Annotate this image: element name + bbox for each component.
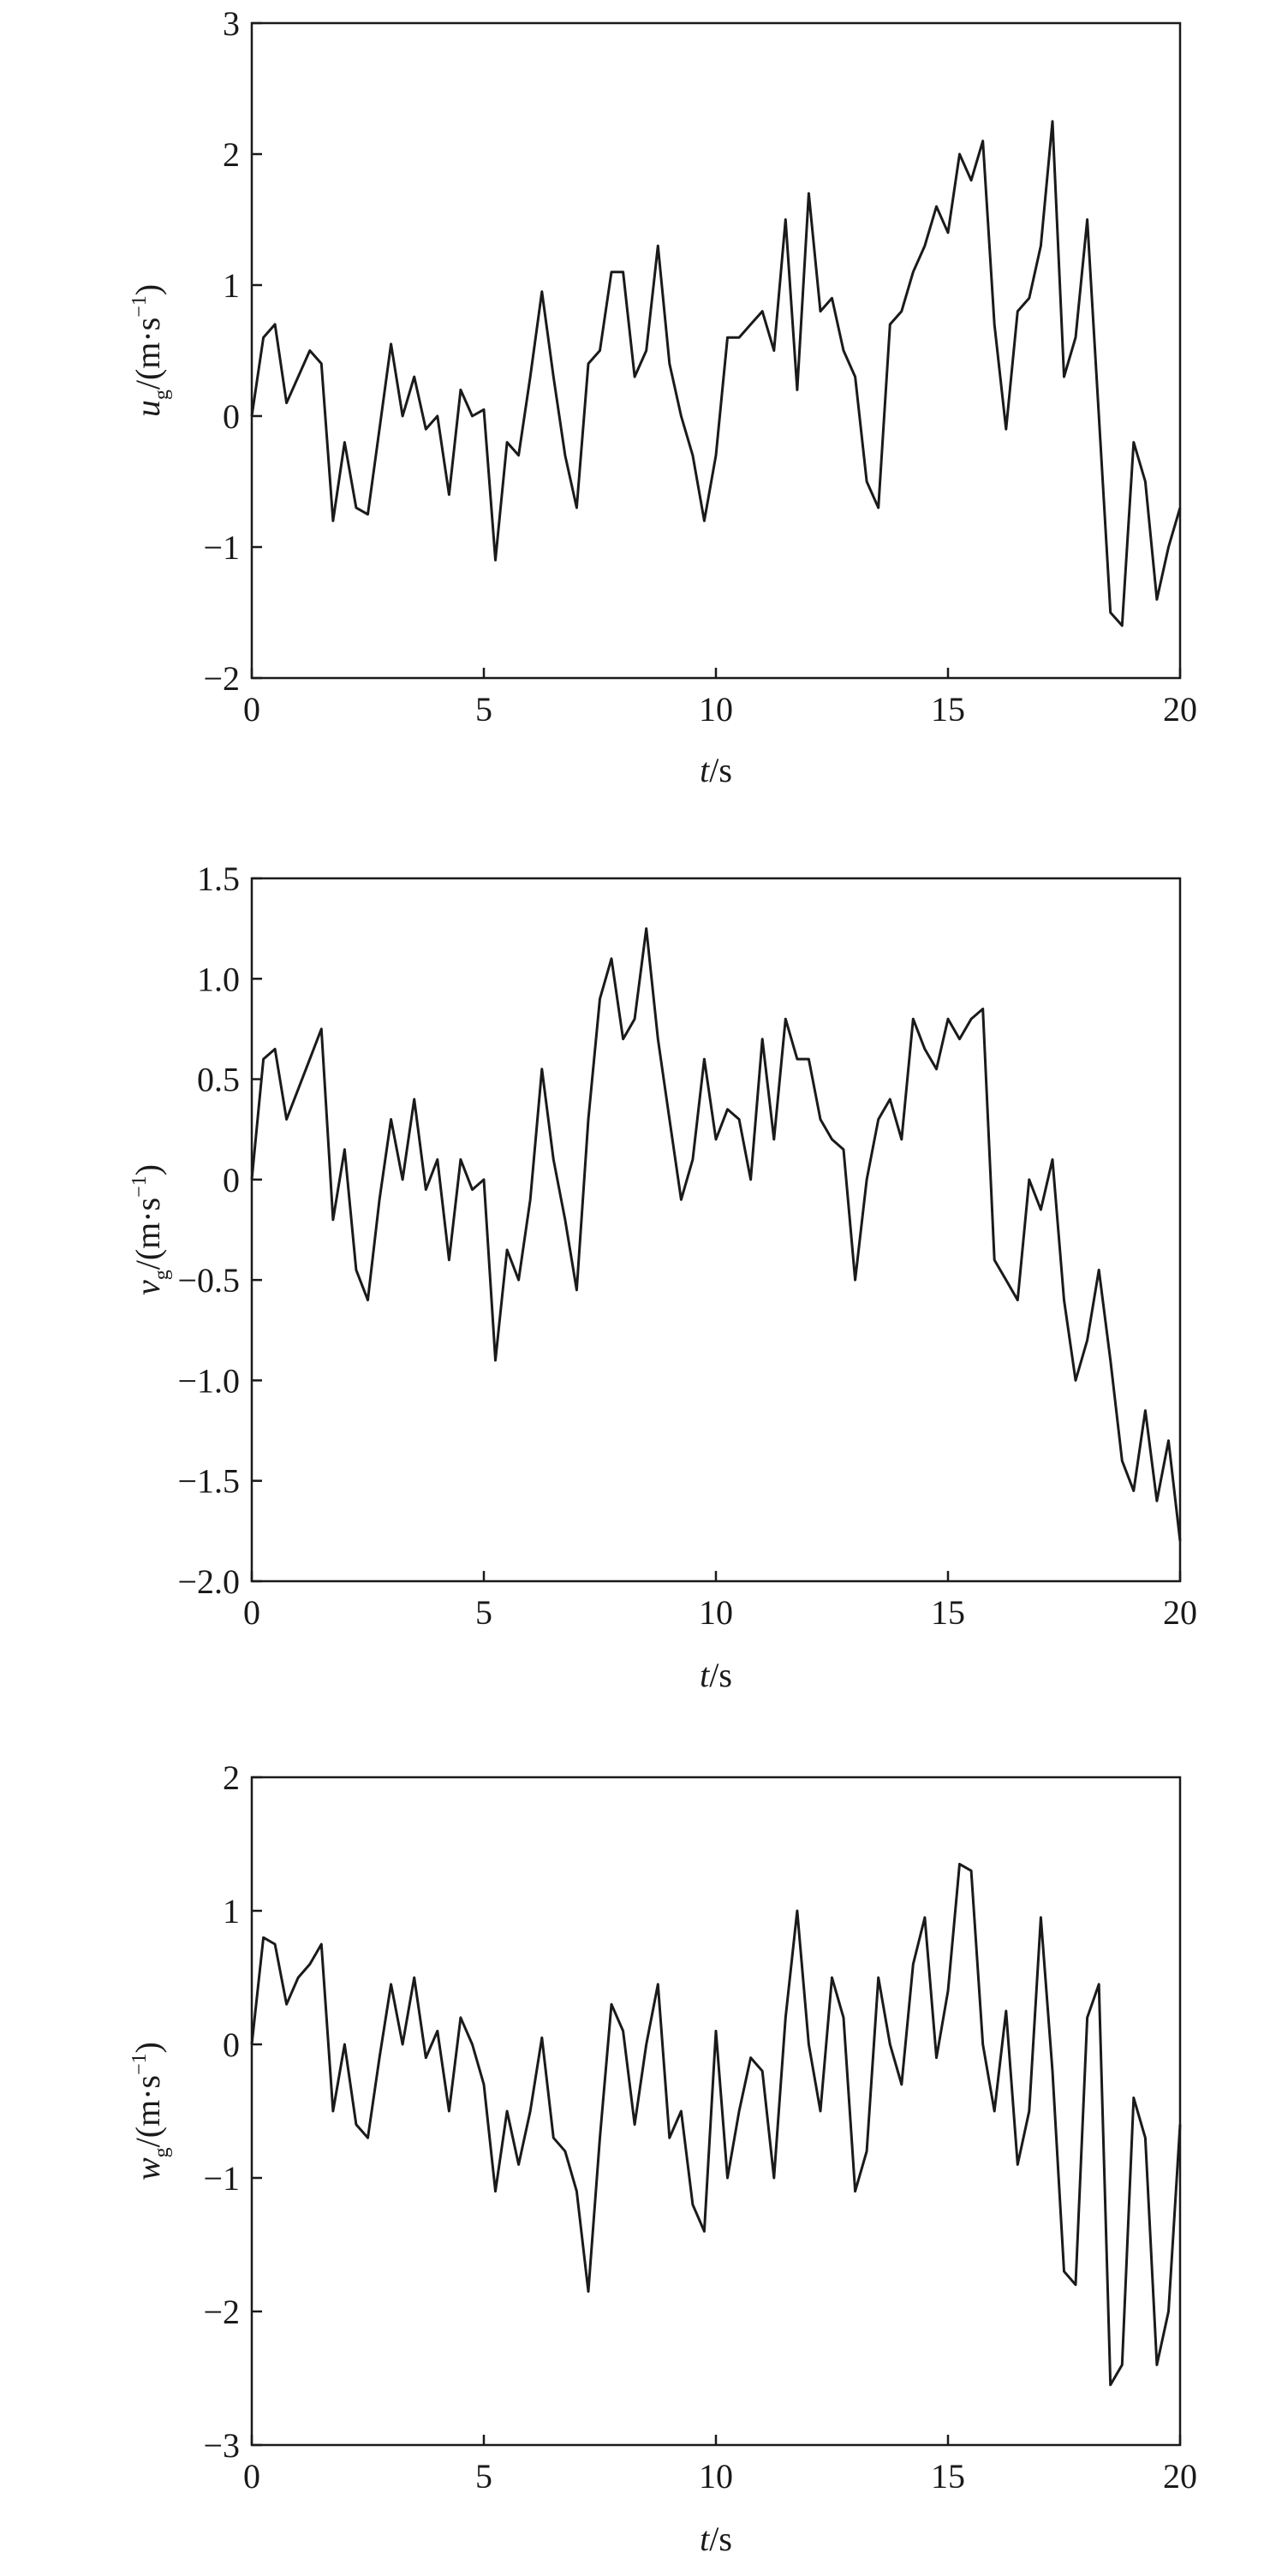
y-label-subscript: g [151,2147,173,2157]
y-tick-label: 1 [223,266,240,305]
y-tick-label: 1 [223,1892,240,1931]
y-label-exponent: −1 [128,295,151,318]
x-tick-label: 0 [243,690,260,729]
x-tick-label: 15 [931,690,965,729]
y-tick-label: 0 [223,2026,240,2064]
x-tick-label: 20 [1163,2457,1197,2496]
y-label-subscript: g [151,390,173,400]
x-tick-label: 20 [1163,690,1197,729]
data-line [250,120,1182,628]
y-tick-label: −3 [203,2426,240,2465]
y-tick-label: −1.5 [177,1462,240,1501]
y-tick-label: 1.5 [197,860,240,898]
y-label-symbol: u [128,400,167,417]
y-label-close: ) [128,2042,167,2053]
x-tick-label: 10 [699,690,733,729]
y-tick-label: 2 [223,135,240,174]
x-axis-label: t/s [700,1656,732,1694]
y-label-symbol: v [128,1280,167,1295]
x-tick-label: 5 [475,1593,492,1632]
x-tick-label: 0 [243,1593,260,1632]
plot-frame [250,877,1182,1583]
y-axis-label: ug/(m·s−1) [128,284,173,417]
y-label-close: ) [128,284,167,295]
y-tick-label: −0.5 [177,1261,240,1300]
x-label-unit: /s [709,1656,732,1694]
y-tick-label: −1 [203,2159,240,2198]
y-tick-label: 1.0 [197,960,240,998]
x-label-symbol: t [700,1656,710,1694]
y-tick-label: −2 [203,659,240,698]
x-tick-label: 15 [931,1593,965,1632]
x-label-unit: /s [709,751,732,789]
y-label-unit: /(m·s [128,2075,167,2147]
x-tick-label: 15 [931,2457,965,2496]
y-tick-label: 0 [223,397,240,436]
x-axis-label: t/s [700,2519,732,2558]
data-line [250,1862,1182,2387]
x-tick-label: 10 [699,2457,733,2496]
x-tick-label: 5 [475,690,492,729]
y-label-subscript: g [151,1270,173,1280]
x-label-symbol: t [700,2519,710,2558]
y-label-unit: /(m·s [128,318,167,390]
y-tick-label: −1 [203,528,240,567]
x-label-symbol: t [700,751,710,789]
y-label-exponent: −1 [128,2053,151,2075]
x-tick-label: 20 [1163,1593,1197,1632]
y-tick-label: 0 [223,1161,240,1199]
chart: −2.0−1.5−1.0−0.500.51.01.50 5 10 15 20t/svg/… [128,860,1197,1694]
y-tick-label: 2 [223,1758,240,1797]
y-tick-label: −2 [203,2293,240,2331]
y-label-symbol: w [128,2157,167,2180]
data-line [250,927,1182,1542]
x-axis-label: t/s [700,751,732,789]
y-tick-label: −1.0 [177,1361,240,1400]
y-tick-label: 0.5 [197,1061,240,1099]
y-label-unit: /(m·s [128,1198,167,1270]
y-label-exponent: −1 [128,1175,151,1198]
x-tick-label: 10 [699,1593,733,1632]
x-tick-label: 0 [243,2457,260,2496]
x-label-unit: /s [709,2519,732,2558]
x-tick-label: 5 [475,2457,492,2496]
y-axis-label: wg/(m·s−1) [128,2042,173,2180]
y-axis-label: vg/(m·s−1) [128,1164,173,1295]
y-label-close: ) [128,1164,167,1175]
plot-frame [250,1776,1182,2447]
y-tick-label: −2.0 [177,1562,240,1601]
y-tick-label: 3 [223,4,240,43]
